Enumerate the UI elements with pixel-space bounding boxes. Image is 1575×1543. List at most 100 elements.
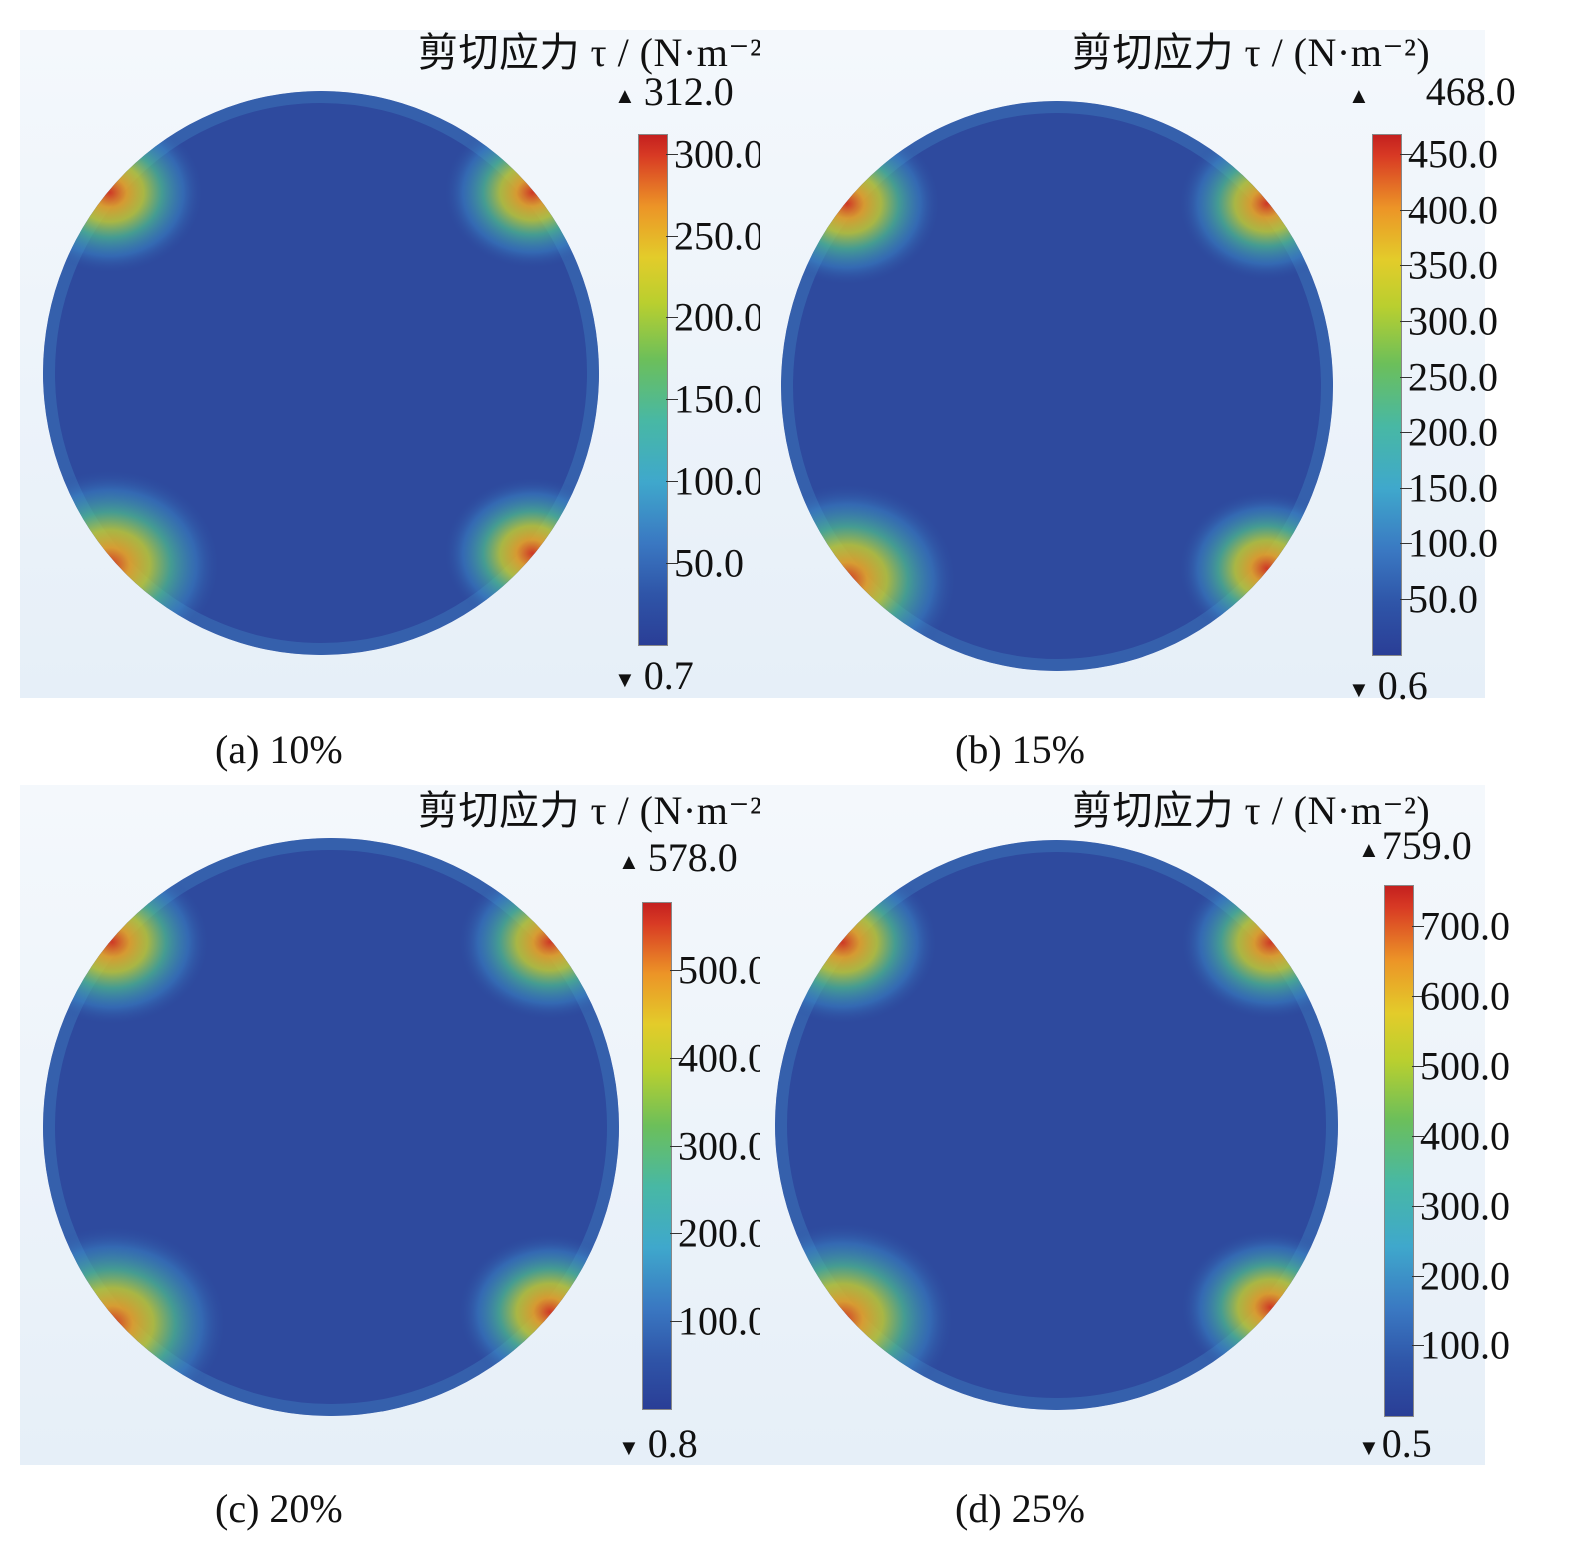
triangle-down-icon: ▼ [1358, 1434, 1380, 1460]
colorbar-tick-label: 50.0 [1408, 576, 1478, 622]
min-value-label: 0.5 [1381, 1421, 1432, 1466]
colorbar-tick-label: 450.0 [1408, 131, 1498, 177]
stress-disc [781, 101, 1333, 671]
colorbar-tick [1412, 1275, 1424, 1277]
colorbar-tick [1400, 376, 1412, 378]
edge-ring [775, 840, 1338, 1410]
edge-ring [43, 838, 619, 1416]
colorbar-tick [1400, 432, 1412, 434]
triangle-up-icon: ▲ [1358, 836, 1380, 862]
colorbar-tick [1400, 154, 1412, 156]
colorbar-tick [666, 317, 678, 319]
triangle-up-icon: ▲ [618, 848, 640, 874]
colorbar-tick-label: 150.0 [1408, 465, 1498, 511]
legend-title: 剪切应力 τ / (N·m⁻²) [418, 30, 777, 75]
colorbar-tick-label: 100.0 [678, 1298, 768, 1344]
colorbar-tick-label: 200.0 [1420, 1253, 1510, 1299]
colorbar-ticks: 500.0 400.0 300.0 200.0 100.0 [670, 902, 800, 1408]
colorbar-tick [670, 1058, 682, 1060]
colorbar-tick [670, 970, 682, 972]
stress-field [43, 91, 599, 655]
colorbar-tick-label: 250.0 [674, 213, 764, 259]
colorbar-tick [666, 235, 678, 237]
colorbar-tick-label: 400.0 [1420, 1113, 1510, 1159]
stress-hotspot [775, 860, 939, 1025]
colorbar-tick [1400, 265, 1412, 267]
stress-hotspot [443, 115, 599, 270]
colorbar-tick-label: 100.0 [1408, 520, 1498, 566]
colorbar-ticks: 450.0 400.0 350.0 300.0 250.0 200.0 150.0 100.0… [1400, 131, 1530, 654]
edge-ring [781, 101, 1333, 671]
stress-hotspot [43, 111, 205, 274]
colorbar [642, 902, 672, 1410]
colorbar-tick [1412, 1135, 1424, 1137]
colorbar-tick-label: 300.0 [1408, 298, 1498, 344]
max-value-label: 578.0 [647, 835, 738, 880]
colorbar-tick-label: 200.0 [1408, 409, 1498, 455]
max-value-label: 312.0 [643, 69, 734, 114]
colorbar-tick-label: 300.0 [678, 1123, 768, 1169]
stress-hotspot [1178, 490, 1333, 646]
stress-hotspot [43, 1225, 228, 1416]
min-value-label: 0.7 [643, 653, 694, 698]
colorbar [1372, 134, 1402, 656]
colorbar-tick [670, 1145, 682, 1147]
colorbar-tick-label: 250.0 [1408, 354, 1498, 400]
stress-hotspot [781, 482, 958, 671]
max-value-label: 759.0 [1381, 823, 1472, 868]
stress-hotspot [43, 858, 211, 1026]
max-value: ▲ 578.0 [618, 834, 738, 881]
max-value-label: 468.0 [1425, 69, 1516, 114]
colorbar-tick [670, 1321, 682, 1323]
colorbar-tick [666, 399, 678, 401]
min-value: ▼ 0.6 [1348, 662, 1428, 709]
colorbar-ticks: 700.0 600.0 500.0 400.0 300.0 200.0 100.0 [1412, 885, 1542, 1415]
legend-title: 剪切应力 τ / (N·m⁻²) [418, 788, 777, 833]
min-value-label: 0.6 [1377, 663, 1428, 708]
colorbar-tick-label: 200.0 [678, 1210, 768, 1256]
colorbar-tick [1400, 209, 1412, 211]
min-value: ▼ 0.7 [614, 652, 694, 699]
colorbar-tick-label: 500.0 [678, 947, 768, 993]
stress-disc [43, 838, 619, 1416]
max-value: ▲759.0 [1358, 822, 1472, 869]
colorbar-tick-label: 600.0 [1420, 973, 1510, 1019]
stress-hotspot [775, 1221, 956, 1410]
colorbar-tick [1412, 926, 1424, 928]
stress-hotspot [457, 1233, 619, 1391]
colorbar-tick-label: 300.0 [674, 131, 764, 177]
triangle-up-icon: ▲ [614, 82, 636, 108]
colorbar-tick-label: 400.0 [678, 1035, 768, 1081]
colorbar-tick [666, 563, 678, 565]
triangle-down-icon: ▼ [1348, 676, 1370, 702]
stress-disc [775, 840, 1338, 1410]
min-value-label: 0.8 [647, 1421, 698, 1466]
colorbar-tick [666, 481, 678, 483]
colorbar-tick [1400, 487, 1412, 489]
colorbar-tick [1412, 996, 1424, 998]
stress-hotspot [1178, 126, 1333, 282]
stress-field [781, 101, 1333, 671]
legend-title: 剪切应力 τ / (N·m⁻²) [1072, 30, 1431, 75]
colorbar-tick-label: 400.0 [1408, 187, 1498, 233]
caption: (d) 25% [955, 1486, 1085, 1531]
stress-hotspot [443, 476, 599, 631]
colorbar-tick-label: 350.0 [1408, 242, 1498, 288]
colorbar-tick-label: 300.0 [1420, 1183, 1510, 1229]
caption: (a) 10% [215, 727, 343, 772]
stress-hotspot [1180, 865, 1338, 1021]
stress-field [775, 840, 1338, 1410]
colorbar-tick [1412, 1205, 1424, 1207]
edge-ring [43, 91, 599, 655]
triangle-down-icon: ▼ [618, 1434, 640, 1460]
colorbar-tick-label: 500.0 [1420, 1043, 1510, 1089]
stress-hotspot [457, 863, 619, 1021]
colorbar-tick-label: 50.0 [674, 540, 744, 586]
stress-disc [43, 91, 599, 655]
stress-hotspot [1180, 1229, 1338, 1385]
min-value: ▼ 0.8 [618, 1420, 698, 1467]
colorbar-tick-label: 700.0 [1420, 903, 1510, 949]
triangle-down-icon: ▼ [614, 666, 636, 692]
colorbar-tick-label: 100.0 [674, 458, 764, 504]
colorbar-tick [666, 153, 678, 155]
